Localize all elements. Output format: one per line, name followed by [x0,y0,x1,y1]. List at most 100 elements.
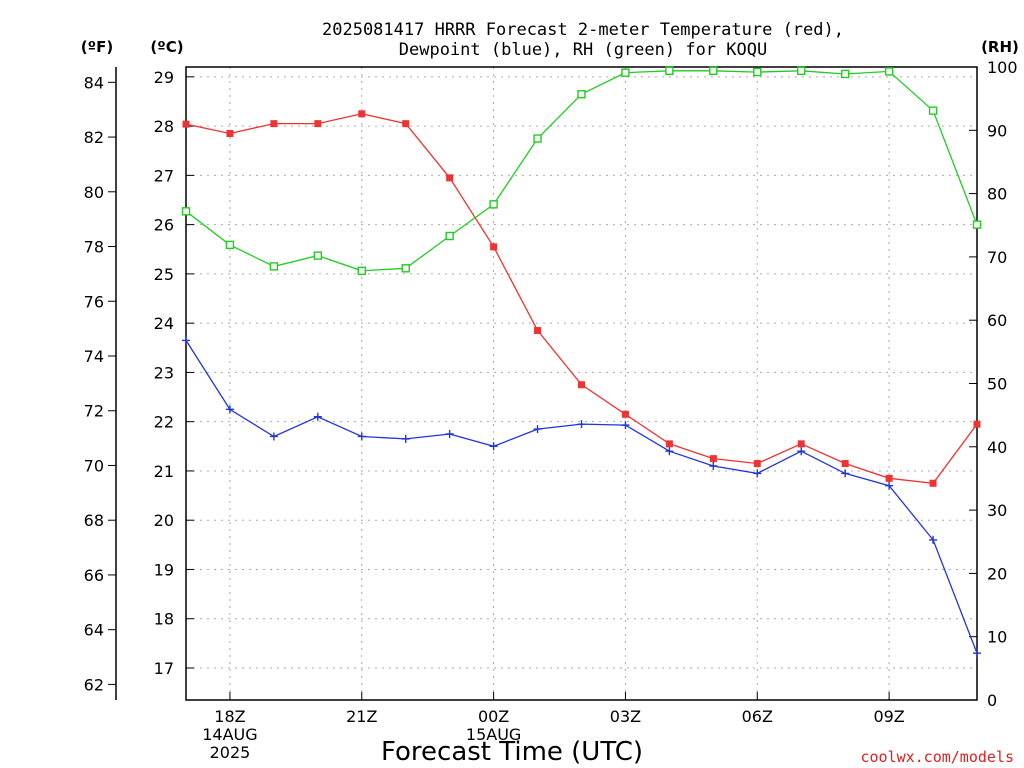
temperature-point [753,460,761,468]
celsius-tick-label: 21 [154,462,174,481]
temperature-point [226,130,234,138]
chart-subtitle: Dewpoint (blue), RH (green) for KOQU [399,40,767,60]
rh-point [884,67,894,76]
dewpoint-point [665,447,674,456]
fahrenheit-tick-label: 72 [84,402,104,421]
fahrenheit-tick-label: 70 [84,456,104,475]
rh-tick-label: 50 [987,375,1007,394]
rh-point [753,67,762,77]
dewpoint-point [797,447,806,456]
dewpoint-point [753,469,762,478]
dewpoint-point [225,405,234,414]
celsius-tick-label: 27 [154,166,174,185]
rh-tick-label: 10 [987,628,1007,647]
rh-point [621,68,630,77]
dewpoint-point [533,425,542,434]
series-layer [181,66,982,658]
celsius-tick-label: 22 [154,413,174,432]
celsius-tick-label: 17 [154,659,174,678]
celsius-tick-label: 20 [154,511,174,530]
dewpoint-point [313,412,322,421]
temperature-point [182,120,190,128]
dewpoint-point [445,429,454,438]
temperature-point [490,243,498,251]
rh-tick-label: 0 [987,691,997,710]
celsius-tick-label: 29 [154,68,174,87]
time-tick-label: 00Z [478,707,509,726]
time-tick-label: 09Z [873,707,904,726]
temperature-point [358,110,366,118]
rh-point [665,66,674,75]
fahrenheit-unit-label: (ºF) [81,38,113,56]
rh-tick-label: 20 [987,564,1007,583]
dewpoint-point [401,434,410,443]
celsius-tick-label: 28 [154,117,174,136]
rh-point [489,200,498,209]
time-tick-label: 15AUG [466,725,521,744]
fahrenheit-tick-label: 62 [84,675,104,694]
rh-point [357,266,366,276]
celsius-tick-label: 26 [154,216,174,235]
rh-point [445,231,454,241]
dewpoint-point [929,535,938,544]
rh-point [401,264,410,273]
fahrenheit-tick-label: 80 [84,183,104,202]
dewpoint-point [269,432,278,441]
celsius-tick-label: 19 [154,560,174,579]
credit-text: coolwx.com/models [860,748,1014,766]
rh-tick-label: 40 [987,438,1007,457]
dewpoint-point [577,420,586,429]
time-tick-label: 18Z [214,707,245,726]
celsius-tick-label: 23 [154,363,174,382]
dewpoint-point [973,649,981,658]
rh-tick-label: 60 [987,311,1007,330]
dewpoint-point [621,421,630,430]
dewpoint-point [885,481,894,490]
temperature-point [929,479,937,487]
rh-tick-label: 30 [987,501,1007,520]
temperature-point [446,174,454,182]
rh-point [313,251,323,260]
rh-point [709,66,718,75]
fahrenheit-tick-label: 76 [84,292,104,311]
fahrenheit-tick-label: 74 [84,347,104,366]
rh-point [533,134,542,143]
temperature-point [885,474,893,482]
temperature-point [973,420,981,428]
fahrenheit-tick-label: 84 [84,73,104,92]
celsius-tick-label: 25 [154,265,174,284]
rh-tick-label: 90 [987,121,1007,140]
rh-tick-label: 70 [987,248,1007,267]
x-axis-label: Forecast Time (UTC) [381,737,643,767]
time-tick-label: 21Z [346,707,377,726]
dewpoint-point [182,336,190,345]
rh-point [797,66,806,75]
temperature-point [797,440,805,448]
fahrenheit-tick-label: 82 [84,128,104,147]
rh-point [181,207,191,216]
temperature-point [621,410,629,418]
rh-tick-label: 100 [987,58,1018,77]
time-tick-label: 14AUG [202,725,257,744]
rh-unit-label: (RH) [981,38,1019,56]
celsius-tick-label: 18 [154,610,174,629]
temperature-point [534,327,542,335]
temperature-point [270,120,278,128]
dewpoint-point [357,432,366,441]
dewpoint-point [489,442,498,451]
axes: 17 18 19 20 21 22 23 24 25 26 27 28 29 62 64 66 68 70 72 74… [84,58,1018,762]
rh-tick-label: 80 [987,185,1007,204]
rh-point [577,90,586,99]
fahrenheit-tick-label: 66 [84,566,104,585]
time-tick-label: 2025 [210,743,251,762]
temperature-point [841,460,849,468]
fahrenheit-tick-label: 64 [84,621,104,640]
dewpoint-point [709,462,718,471]
dewpoint-point [841,469,850,478]
rh-point [972,220,982,229]
time-tick-label: 06Z [742,707,773,726]
celsius-unit-label: (ºC) [150,38,183,56]
fahrenheit-tick-label: 68 [84,511,104,530]
celsius-tick-label: 24 [154,314,174,333]
